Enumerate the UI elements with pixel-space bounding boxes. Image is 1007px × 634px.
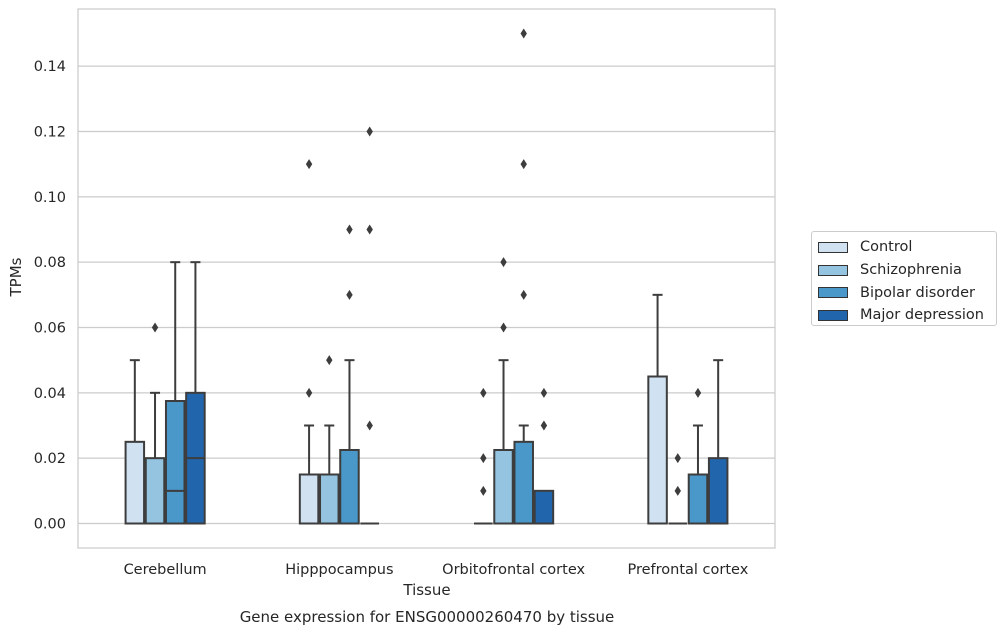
box-body [298, 473, 320, 525]
x-tick-label: Cerebellum [124, 562, 207, 578]
box-major-depression [533, 387, 555, 525]
outlier-point [346, 224, 353, 235]
box-schizophrenia [144, 322, 166, 525]
box-bipolar-disorder [687, 387, 709, 525]
outlier-point [305, 159, 313, 170]
outlier-point [500, 257, 507, 268]
y-tick-label: 0.10 [34, 190, 66, 206]
y-tick-label: 0.12 [34, 125, 66, 141]
outlier-point [480, 453, 487, 464]
box-body [533, 489, 555, 525]
y-tick-label: 0.06 [34, 321, 66, 337]
legend-swatch [818, 241, 848, 253]
legend-item: Schizophrenia [818, 259, 996, 282]
box-body [164, 400, 186, 525]
legend-item: Major depression [818, 304, 996, 327]
y-tick-label: 0.08 [34, 255, 66, 271]
y-tick-label: 0.00 [34, 517, 66, 533]
box-body [647, 375, 668, 525]
outlier-point [346, 289, 353, 300]
outlier-point [151, 322, 159, 333]
box-major-depression [360, 126, 379, 525]
outlier-point [674, 453, 681, 464]
legend-item: Control [818, 236, 996, 259]
outlier-point [540, 387, 548, 398]
outlier-point [540, 420, 548, 431]
legend-item: Bipolar disorder [818, 281, 996, 304]
x-tick-label: Prefrontal cortex [627, 562, 748, 578]
legend-label: Major depression [860, 307, 984, 324]
y-tick-label: 0.14 [34, 59, 66, 75]
outlier-point [480, 485, 487, 496]
box-bipolar-disorder [339, 224, 360, 525]
x-axis-label: Tissue [402, 581, 450, 599]
y-axis-label: TPMs [7, 257, 25, 297]
box-body [513, 440, 534, 525]
box-bipolar-disorder [513, 28, 534, 525]
box-control [474, 387, 493, 525]
outlier-point [366, 224, 373, 235]
legend-label: Schizophrenia [860, 262, 962, 279]
box-control [298, 159, 320, 525]
box-control [124, 359, 146, 525]
outlier-point [520, 28, 527, 39]
plot-area-frame [77, 8, 776, 549]
x-tick-label: Orbitofrontal cortex [442, 562, 585, 578]
legend-label: Bipolar disorder [860, 284, 975, 301]
y-axis-ticks: 0.00 0.02 0.04 0.06 0.08 0.10 0.12 0.14 [34, 59, 66, 532]
box-major-depression [707, 359, 729, 525]
box-body [144, 457, 166, 525]
box-schizophrenia [493, 257, 514, 525]
legend-swatch [818, 287, 848, 299]
legend-label: Control [860, 239, 913, 256]
outlier-point [366, 420, 373, 431]
outlier-point [520, 159, 527, 170]
outlier-point [694, 387, 702, 398]
outlier-point [500, 322, 507, 333]
legend-swatch [818, 264, 848, 276]
outlier-point [480, 387, 487, 398]
box-body [339, 449, 360, 525]
chart-title: Gene expression for ENSG00000260470 by t… [240, 608, 615, 626]
legend-swatch [818, 309, 848, 321]
box-control [647, 293, 668, 525]
box-schizophrenia [668, 453, 688, 525]
box-body [124, 440, 146, 525]
x-axis-ticks: Cerebellum Hipppocampus Orbitofrontal cort… [124, 562, 749, 578]
outlier-point [366, 126, 373, 137]
outlier-point [674, 485, 681, 496]
box-major-depression [185, 261, 206, 525]
outlier-point [326, 355, 333, 366]
box-body [319, 473, 340, 525]
y-tick-label: 0.02 [34, 451, 66, 467]
box-body [707, 457, 729, 525]
box-plot-boxes [124, 28, 729, 525]
legend: Control Schizophrenia Bipolar disorder Majo… [811, 231, 997, 326]
box-schizophrenia [319, 355, 340, 525]
box-bipolar-disorder [164, 261, 186, 525]
y-tick-label: 0.04 [34, 386, 66, 402]
x-tick-label: Hipppocampus [285, 562, 393, 578]
outlier-point [520, 289, 527, 300]
box-body [493, 449, 514, 525]
outlier-point [305, 387, 313, 398]
box-body [687, 473, 709, 525]
